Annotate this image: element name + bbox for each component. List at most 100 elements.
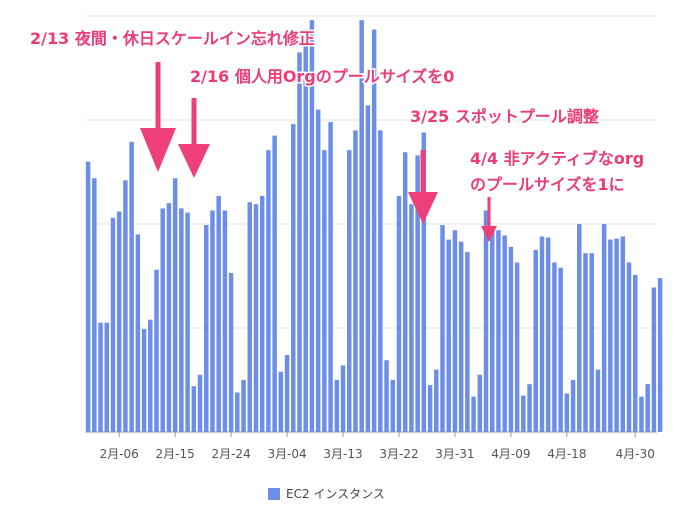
bar — [123, 180, 128, 432]
bar — [601, 224, 607, 432]
bar — [620, 236, 626, 432]
bar — [384, 360, 389, 432]
bar — [465, 252, 470, 432]
x-tick-label: 2月-15 — [156, 447, 195, 461]
bar — [166, 203, 172, 432]
bar — [272, 135, 277, 432]
annotations: 2/13 夜間・休日スケールイン忘れ修正 2/16 個人用Orgのプールサイズを0… — [29, 28, 646, 196]
annotation: 3/25 スポットプール調整 — [410, 107, 599, 126]
x-tick-label: 4月-09 — [491, 447, 530, 461]
x-axis: 2月-06 2月-15 2月-24 3月-04 3月-13 3月-22 3月-31 4月-09… — [100, 432, 655, 461]
bar — [421, 132, 427, 433]
bar — [322, 150, 327, 432]
bar — [434, 369, 439, 432]
bar — [446, 239, 451, 432]
bars — [85, 20, 663, 433]
bar — [235, 392, 240, 432]
bar — [539, 236, 545, 432]
bar — [595, 369, 601, 432]
bar — [216, 195, 221, 432]
bar — [92, 178, 97, 432]
bar — [626, 262, 632, 432]
bar — [309, 20, 315, 432]
bar — [297, 52, 302, 433]
legend-label: EC2 インスタンス — [286, 487, 385, 501]
bar — [514, 262, 520, 432]
bar — [353, 130, 358, 432]
x-tick-label: 2月-06 — [100, 447, 139, 461]
bar — [589, 253, 594, 432]
bar — [452, 230, 458, 432]
bar — [483, 210, 489, 432]
bar — [266, 150, 271, 432]
x-tick-label: 3月-13 — [323, 447, 362, 461]
arrow-head — [140, 128, 176, 172]
annotation: 2/16 個人用Orgのプールサイズを0 — [190, 67, 454, 86]
bar — [253, 204, 259, 432]
bar — [191, 386, 197, 432]
bar — [496, 230, 501, 432]
bar — [278, 371, 284, 432]
bar — [645, 384, 650, 432]
annotation: のプールサイズを1に — [470, 175, 625, 194]
bar — [328, 122, 333, 432]
legend-swatch — [268, 488, 280, 500]
bar — [179, 208, 184, 432]
bar — [347, 150, 352, 432]
x-tick-label: 3月-31 — [435, 447, 474, 461]
bar — [508, 246, 514, 432]
bar — [129, 141, 134, 432]
bar — [210, 210, 215, 432]
bar — [197, 374, 203, 432]
arrow-head — [178, 144, 210, 178]
bar — [633, 274, 638, 432]
bar — [545, 237, 551, 432]
bar — [458, 241, 464, 432]
bar — [657, 278, 663, 432]
bar — [583, 253, 588, 432]
bar — [259, 195, 265, 432]
bar — [639, 396, 644, 432]
bar — [409, 204, 414, 432]
bar — [477, 374, 483, 432]
bar — [440, 225, 445, 432]
bar — [533, 250, 538, 432]
bar — [185, 212, 190, 432]
bar — [172, 178, 178, 432]
bar — [154, 269, 159, 432]
bar — [241, 380, 246, 432]
bar — [340, 365, 346, 432]
bar — [614, 238, 619, 432]
bar — [651, 287, 657, 432]
bar — [359, 20, 364, 432]
bar — [141, 329, 147, 432]
arrows — [140, 62, 497, 242]
bar — [558, 267, 563, 432]
bar — [85, 161, 91, 432]
bar — [608, 239, 613, 432]
x-tick-label: 3月-04 — [267, 447, 306, 461]
bar — [222, 210, 228, 432]
bar — [564, 393, 570, 432]
bar — [415, 155, 420, 433]
annotation: 4/4 非アクティブなorg — [470, 149, 644, 168]
bar — [396, 195, 402, 432]
bar — [427, 385, 433, 432]
bar — [110, 217, 116, 432]
bar — [577, 224, 582, 432]
x-tick-label: 4月-30 — [616, 447, 655, 461]
bar — [104, 322, 109, 432]
bar — [315, 109, 321, 432]
annotation: 2/13 夜間・休日スケールイン忘れ修正 — [30, 29, 315, 48]
bar — [521, 395, 526, 432]
bar — [160, 208, 165, 432]
x-tick-label: 2月-24 — [211, 447, 250, 461]
bar — [365, 105, 371, 432]
bar — [204, 225, 209, 432]
bar — [371, 29, 377, 433]
bar — [98, 322, 103, 432]
bar — [402, 152, 408, 433]
arrow-head — [481, 226, 497, 242]
bar — [148, 319, 153, 432]
